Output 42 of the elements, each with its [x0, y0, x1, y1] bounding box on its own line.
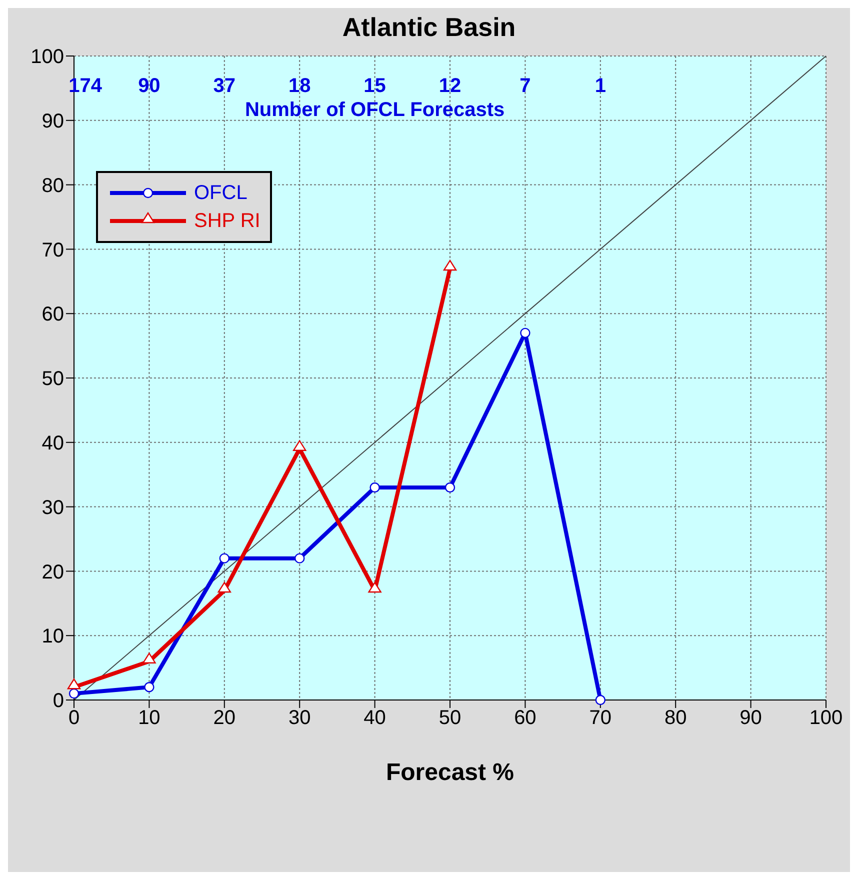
annotation: 15 — [364, 75, 386, 98]
x-tick-label: 100 — [809, 707, 843, 730]
point — [595, 694, 606, 706]
y-tick-label: 40 — [42, 432, 64, 454]
x-tick-label: 0 — [68, 707, 80, 730]
y-tick-label: 20 — [42, 561, 64, 584]
x-tick-label: 30 — [288, 707, 311, 730]
annotation: 18 — [288, 75, 311, 98]
x-tick-label: 40 — [364, 707, 386, 730]
annotation: Number of OFCL Forecasts — [244, 98, 505, 121]
y-tick-label: 50 — [42, 368, 64, 390]
x-tick-label: 80 — [664, 707, 687, 730]
y-tick-label: 100 — [30, 46, 64, 68]
annotation: 7 — [520, 75, 531, 98]
x-tick-label: 70 — [589, 707, 612, 730]
point — [219, 553, 230, 564]
legend-label: SHP RI — [194, 210, 260, 232]
point — [294, 553, 305, 564]
point — [68, 688, 80, 699]
point — [444, 482, 456, 493]
y-tick-label: 80 — [42, 174, 64, 197]
annotation: 90 — [138, 75, 160, 98]
y-tick-label: 30 — [42, 496, 64, 519]
x-axis-title: Forecast % — [386, 759, 514, 786]
annotation: 37 — [213, 75, 236, 98]
y-tick-label: 0 — [52, 690, 64, 712]
annotation: 1 — [594, 75, 606, 98]
y-tick-label: 70 — [42, 239, 64, 262]
point — [370, 482, 380, 493]
y-tick-label: 10 — [42, 626, 64, 648]
x-tick-label: 10 — [138, 707, 160, 730]
point — [520, 328, 530, 338]
chart-title: Atlantic Basin — [341, 11, 517, 44]
x-tick-label: 60 — [514, 707, 536, 730]
x-tick-label: 50 — [438, 707, 462, 730]
y-tick-label: 60 — [42, 304, 64, 326]
x-tick-label: 90 — [740, 707, 762, 730]
x-tick-label: 20 — [213, 707, 236, 730]
point — [144, 682, 154, 692]
y-tick-label: 90 — [42, 110, 64, 132]
annotation: 12 — [438, 75, 462, 98]
legend-label: OFCL — [194, 182, 248, 204]
